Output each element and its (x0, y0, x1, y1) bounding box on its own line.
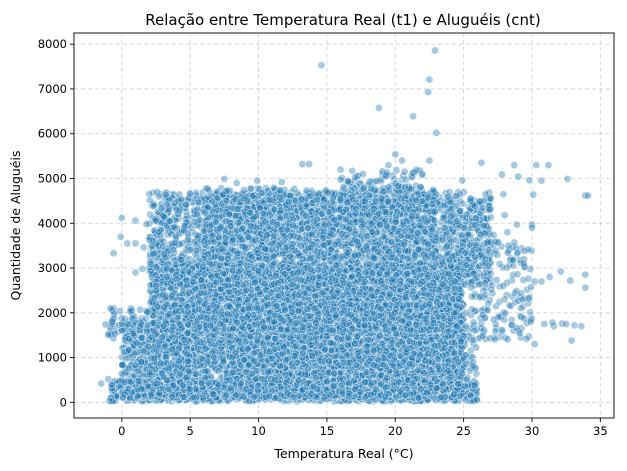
points-layer (97, 46, 592, 406)
data-point (472, 395, 481, 404)
data-point (466, 391, 475, 400)
chart-title: Relação entre Temperatura Real (t1) e Al… (145, 11, 541, 29)
